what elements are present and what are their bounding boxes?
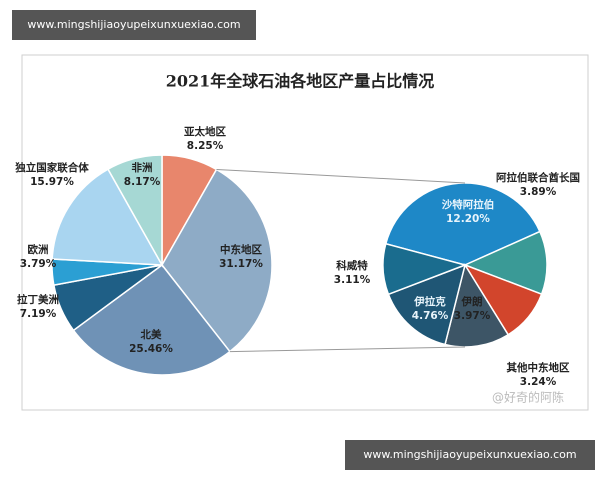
pie-slice bbox=[463, 230, 548, 296]
slice-value-label: 15.97% bbox=[30, 176, 74, 188]
pie-slice bbox=[106, 154, 163, 268]
footer-url: www.mingshijiaoyupeixunxuexiao.com bbox=[363, 448, 576, 461]
pie-slice bbox=[382, 242, 468, 296]
pie-slice bbox=[444, 263, 510, 348]
connector-line bbox=[229, 346, 466, 353]
pie-slice bbox=[72, 263, 231, 376]
pie-slice bbox=[51, 168, 164, 266]
slice-label: 欧洲 bbox=[28, 243, 49, 256]
slice-label: 亚太地区 bbox=[184, 125, 226, 138]
slice-value-label: 3.24% bbox=[520, 376, 557, 388]
slice-label: 沙特阿拉伯 bbox=[442, 198, 495, 211]
slice-label: 阿拉伯联合酋长国 bbox=[496, 171, 580, 184]
slice-label: 伊拉克 bbox=[413, 295, 446, 308]
slice-value-label: 3.97% bbox=[454, 310, 491, 322]
chart-title: 2021年全球石油各地区产量占比情况 bbox=[166, 72, 435, 91]
slice-label: 中东地区 bbox=[220, 243, 262, 256]
header-banner bbox=[12, 10, 256, 40]
slice-value-label: 4.76% bbox=[412, 310, 449, 322]
slice-value-label: 25.46% bbox=[129, 343, 173, 355]
slice-label: 北美 bbox=[141, 328, 162, 341]
slice-value-label: 12.20% bbox=[446, 213, 490, 225]
header-url: www.mingshijiaoyupeixunxuexiao.com bbox=[27, 18, 240, 31]
slice-value-label: 31.17% bbox=[219, 258, 263, 270]
slice-label: 拉丁美洲 bbox=[17, 293, 59, 306]
slice-label: 伊朗 bbox=[461, 295, 483, 308]
slice-value-label: 8.25% bbox=[187, 140, 224, 152]
pie-slice bbox=[387, 263, 467, 346]
slice-value-label: 7.19% bbox=[20, 308, 57, 320]
slice-value-label: 3.79% bbox=[20, 258, 57, 270]
slice-value-label: 8.17% bbox=[124, 176, 161, 188]
pie-slice bbox=[384, 182, 541, 266]
connector-line bbox=[216, 168, 466, 184]
slice-label: 科威特 bbox=[336, 259, 368, 272]
pie-slice bbox=[161, 168, 273, 353]
slice-value-label: 3.11% bbox=[334, 274, 371, 286]
slice-value-label: 3.89% bbox=[520, 186, 557, 198]
watermark: @好奇的阿陈 bbox=[492, 390, 564, 405]
footer-banner bbox=[345, 440, 595, 470]
slice-label: 其他中东地区 bbox=[507, 361, 570, 374]
slice-label: 独立国家联合体 bbox=[14, 161, 89, 174]
slice-label: 非洲 bbox=[132, 161, 153, 174]
